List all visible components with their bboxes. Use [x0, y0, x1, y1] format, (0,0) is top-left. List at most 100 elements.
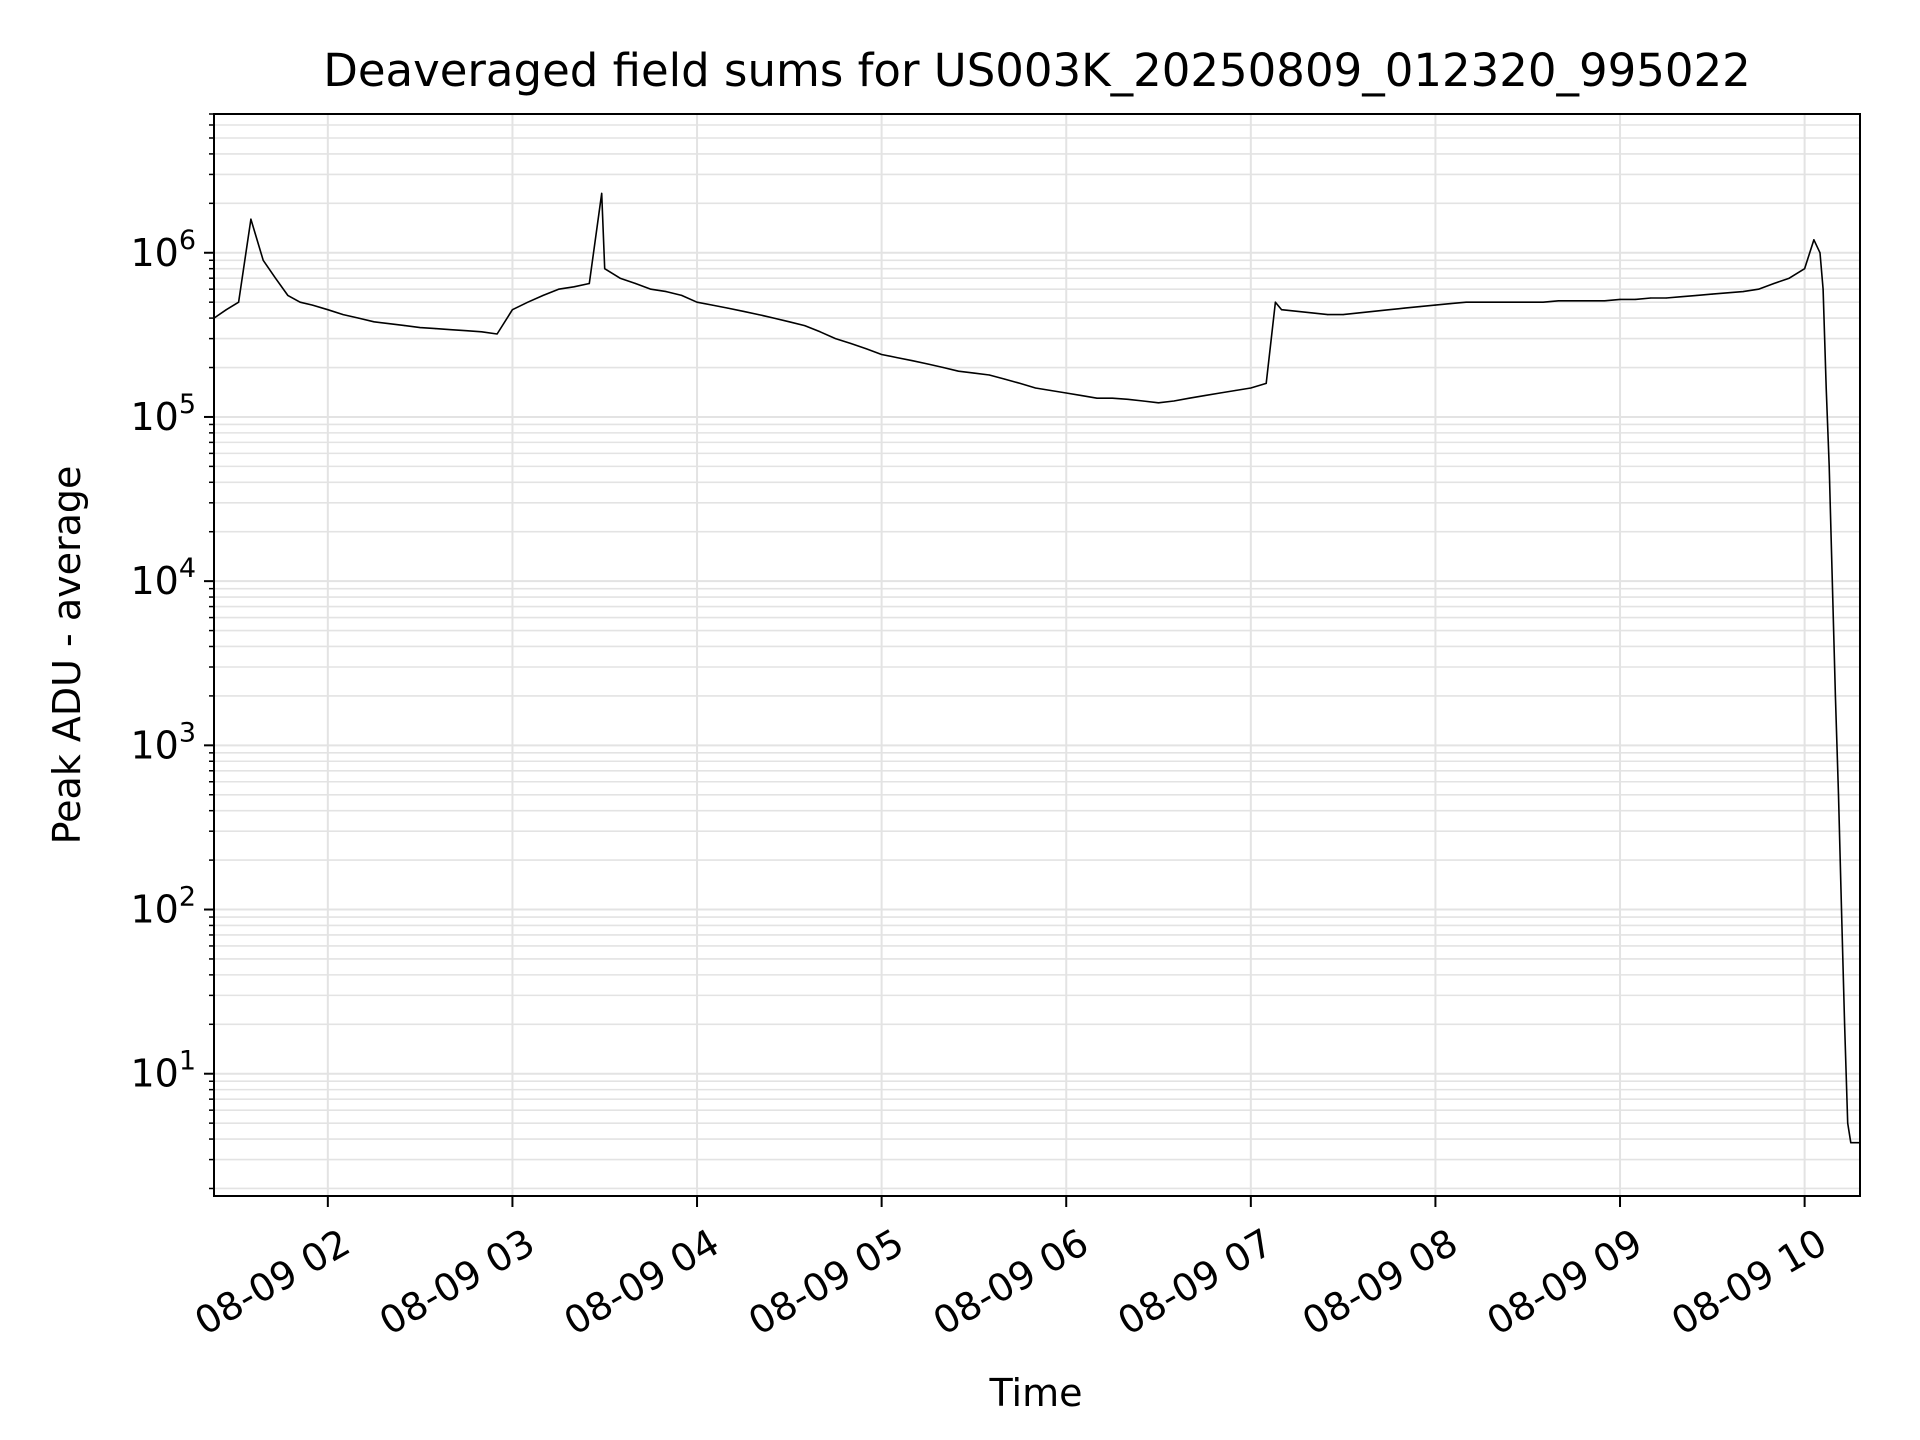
data-point — [1373, 310, 1375, 312]
y-tick-label: 104 — [130, 553, 196, 603]
data-point — [1111, 397, 1113, 399]
data-point — [1511, 301, 1513, 303]
y-tick-exponent: 4 — [179, 553, 196, 584]
data-point — [681, 294, 683, 296]
data-point — [773, 317, 775, 319]
data-point — [1173, 400, 1175, 402]
data-point — [496, 333, 498, 335]
data-point — [287, 294, 289, 296]
data-point — [573, 286, 575, 288]
data-point — [1265, 382, 1267, 385]
data-point — [1081, 394, 1083, 397]
data-point — [1050, 389, 1052, 392]
data-point — [1837, 794, 1840, 796]
data-point — [1847, 1122, 1849, 1124]
data-point — [757, 314, 760, 316]
data-point — [1188, 397, 1190, 399]
data-point — [1813, 239, 1815, 241]
data-point — [1404, 307, 1406, 309]
data-point — [804, 325, 806, 327]
data-point — [1604, 300, 1606, 302]
series-layer — [213, 192, 1861, 1144]
data-point — [1573, 300, 1575, 302]
data-point — [404, 325, 406, 327]
data-point — [1844, 1023, 1846, 1025]
y-tick-exponent: 1 — [179, 1046, 196, 1077]
data-point — [727, 307, 729, 309]
data-point — [1853, 1142, 1855, 1144]
data-point — [1773, 282, 1775, 285]
data-point — [1840, 908, 1843, 911]
data-point — [1856, 1142, 1858, 1144]
y-tick-base: 10 — [130, 1052, 178, 1096]
data-point — [850, 342, 852, 345]
y-tick-base: 10 — [130, 395, 178, 439]
data-point — [1742, 291, 1744, 293]
data-point — [1727, 292, 1729, 294]
data-point — [225, 309, 227, 311]
data-point — [1828, 465, 1830, 467]
data-point — [327, 309, 329, 311]
grid-layer — [214, 113, 1860, 1196]
data-point — [1311, 312, 1313, 314]
data-point — [1434, 304, 1437, 306]
data-point — [1696, 294, 1698, 296]
data-point — [619, 277, 621, 279]
y-tick-label: 106 — [130, 225, 196, 275]
y-tick-label: 102 — [130, 882, 196, 932]
x-axis-label: Time — [989, 1371, 1083, 1415]
data-point — [650, 288, 652, 290]
data-point — [1142, 400, 1144, 402]
data-point — [1822, 288, 1824, 290]
data-point — [988, 374, 990, 376]
data-point — [1834, 695, 1836, 697]
data-point — [1527, 301, 1529, 303]
data-point — [634, 282, 637, 285]
data-point — [1711, 293, 1713, 295]
data-point — [1825, 387, 1827, 389]
data-point — [262, 259, 264, 261]
labels-layer: Deaveraged field sums for US003K_2025080… — [45, 44, 1751, 1415]
data-point — [1157, 402, 1160, 404]
data-point — [557, 288, 560, 290]
data-point — [311, 304, 314, 306]
data-point — [742, 310, 744, 312]
data-point — [1542, 301, 1544, 303]
data-point — [711, 304, 714, 306]
data-point — [896, 356, 898, 359]
data-point — [388, 323, 390, 325]
data-point — [1480, 301, 1483, 303]
data-point — [434, 328, 437, 330]
y-tick-base: 10 — [130, 888, 178, 932]
data-point — [1127, 398, 1129, 400]
y-tick-base: 10 — [130, 231, 178, 275]
data-point — [1588, 300, 1590, 302]
data-point — [1096, 397, 1098, 399]
y-tick-label: 101 — [130, 1046, 196, 1096]
axes-frame — [213, 113, 1861, 1197]
data-point — [238, 301, 240, 303]
data-point — [1831, 580, 1833, 582]
data-point — [1634, 298, 1637, 300]
data-point — [299, 301, 301, 303]
data-point — [511, 309, 514, 311]
data-point — [1357, 312, 1360, 314]
data-point — [481, 331, 483, 333]
data-point — [911, 360, 913, 362]
data-point — [1034, 387, 1037, 389]
y-tick-label: 103 — [130, 717, 196, 767]
data-point — [1819, 252, 1821, 254]
data-point — [942, 366, 944, 369]
data-point — [1250, 387, 1252, 389]
data-point — [819, 331, 821, 333]
data-point — [342, 314, 344, 316]
data-point — [542, 294, 544, 296]
data-point — [1665, 297, 1667, 299]
y-tick-exponent: 5 — [179, 389, 196, 420]
y-tick-exponent: 2 — [179, 882, 196, 913]
data-point — [1296, 310, 1298, 312]
data-point — [1219, 392, 1221, 394]
data-point — [419, 327, 421, 329]
